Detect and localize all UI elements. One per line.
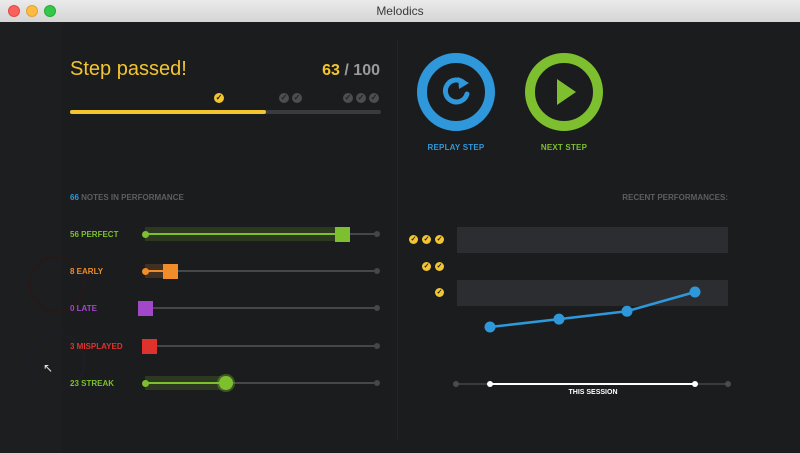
- stat-track-end: [374, 343, 380, 349]
- stat-fill: [145, 270, 171, 272]
- stat-label: 23 STREAK: [70, 379, 115, 388]
- milestone-check-icon: ✓: [279, 93, 289, 103]
- next-step-label[interactable]: NEXT STEP: [540, 143, 588, 152]
- milestone-check-icon: ✓: [292, 93, 302, 103]
- minimize-window-button[interactable]: [26, 5, 38, 17]
- stat-track: [145, 270, 377, 272]
- window-title: Melodics: [376, 4, 424, 18]
- stat-fill: [145, 233, 343, 235]
- stat-start-dot: [142, 231, 149, 238]
- background-ghost-circle: [28, 333, 86, 391]
- stat-start-dot: [142, 268, 149, 275]
- recent-check-icon: ✓: [435, 235, 444, 244]
- next-step-button[interactable]: [525, 53, 603, 131]
- stat-fill: [145, 382, 227, 384]
- stat-label: 3 MISPLAYED: [70, 342, 123, 351]
- recent-check-icon: ✓: [409, 235, 418, 244]
- milestone-check-icon: ✓: [356, 93, 366, 103]
- stat-label: 0 LATE: [70, 304, 97, 313]
- recent-check-icon: ✓: [435, 288, 444, 297]
- replay-step-label[interactable]: REPLAY STEP: [427, 143, 485, 152]
- recent-check-icon: ✓: [422, 235, 431, 244]
- notes-count: 66: [70, 193, 79, 202]
- stat-square-marker: [334, 226, 350, 242]
- recent-check-icon: ✓: [435, 262, 444, 271]
- recent-performances-heading: RECENT PERFORMANCES:: [622, 193, 728, 202]
- step-score: 63 / 100: [322, 62, 380, 80]
- score-separator: /: [344, 62, 349, 79]
- stat-square-marker: [163, 263, 179, 279]
- stat-square-marker: [142, 338, 158, 354]
- close-window-button[interactable]: [8, 5, 20, 17]
- score-progress-bar: [70, 110, 381, 114]
- stat-label: 8 EARLY: [70, 267, 104, 276]
- recent-row-band: [457, 227, 728, 253]
- stat-square-marker: [137, 300, 153, 316]
- notes-in-performance-heading: 66 NOTES IN PERFORMANCE: [70, 193, 184, 202]
- stat-track-end: [374, 231, 380, 237]
- zoom-window-button[interactable]: [44, 5, 56, 17]
- background-ghost-circle: [28, 255, 86, 313]
- replay-step-button[interactable]: [417, 53, 495, 131]
- stat-track-end: [374, 380, 380, 386]
- stat-start-dot: [142, 380, 149, 387]
- recent-check-icon: ✓: [422, 262, 431, 271]
- score-total: 100: [353, 62, 380, 79]
- stat-track-end: [374, 268, 380, 274]
- stat-track-end: [374, 305, 380, 311]
- stat-track: [145, 307, 377, 309]
- stat-circle-marker: [219, 376, 234, 390]
- milestone-check-icon: ✓: [214, 93, 224, 103]
- stat-track: [145, 382, 377, 384]
- milestone-check-icon: ✓: [343, 93, 353, 103]
- window-titlebar: Melodics: [0, 0, 800, 23]
- this-session-label: THIS SESSION: [568, 389, 618, 396]
- notes-label: NOTES IN PERFORMANCE: [78, 193, 184, 202]
- mouse-cursor-icon: ↖: [43, 361, 54, 375]
- score-progress-fill: [70, 110, 266, 114]
- recent-row-band: [457, 280, 728, 306]
- stat-track: [145, 345, 377, 347]
- stat-label: 56 PERFECT: [70, 230, 119, 239]
- panel-divider: [397, 40, 398, 440]
- replay-icon: [442, 77, 470, 105]
- step-result-title: Step passed!: [70, 58, 187, 80]
- score-value: 63: [322, 62, 340, 79]
- milestone-check-icon: ✓: [369, 93, 379, 103]
- play-icon: [557, 79, 576, 105]
